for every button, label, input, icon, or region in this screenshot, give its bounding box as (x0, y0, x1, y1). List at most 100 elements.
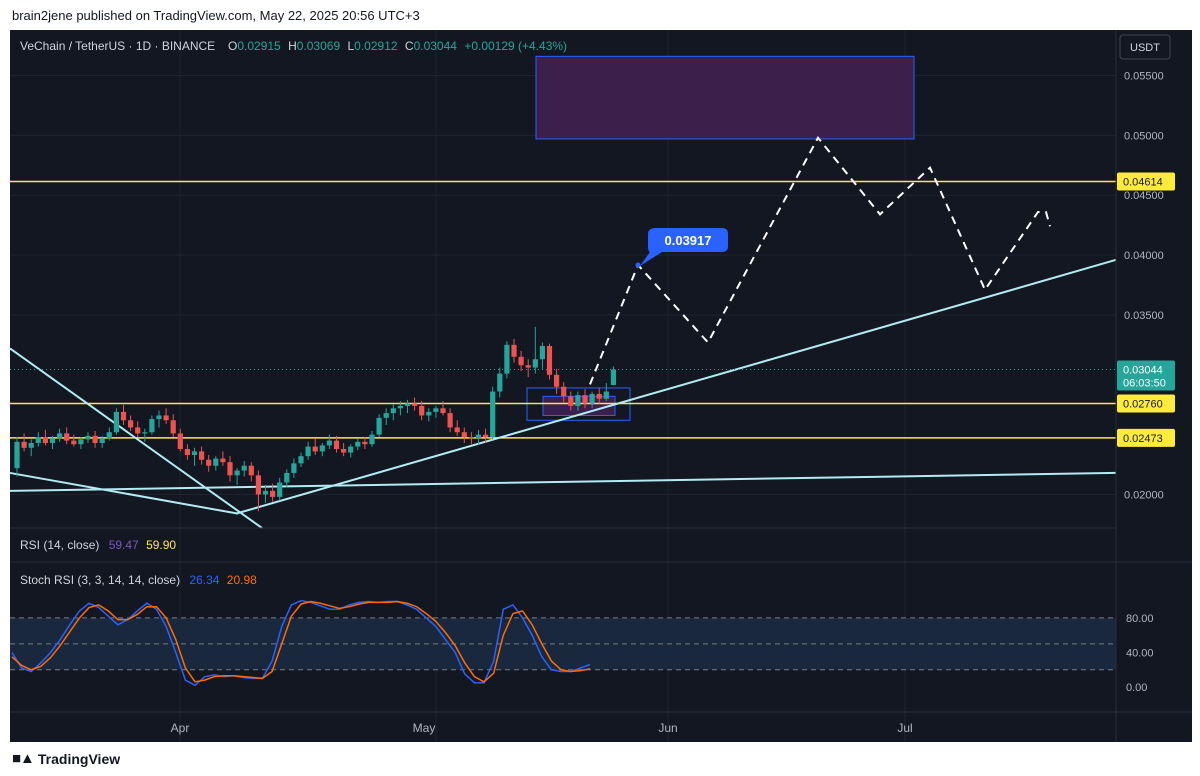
candle-body (348, 446, 354, 453)
candle-body (191, 451, 198, 455)
candle-body (42, 437, 48, 444)
candle-body (227, 462, 233, 476)
time-axis-label: May (413, 721, 436, 735)
price-axis: 0.05500 0.05000 0.04500 0.04000 0.03500 0.020… (10, 30, 1175, 742)
candle-body (326, 440, 332, 446)
rsi-legend: RSI (14, close) 59.47 59.90 (20, 538, 176, 552)
candle-body (383, 413, 389, 418)
candle-body (511, 344, 517, 357)
currency-badge-text: USDT (1130, 42, 1160, 54)
price-tick-label: 0.03500 (1124, 310, 1164, 322)
candle-body (128, 420, 134, 428)
candle-body (220, 458, 226, 463)
price-tick-label: 0.04500 (1124, 190, 1164, 202)
price-tick-label: 0.05500 (1124, 70, 1164, 82)
candle-body (333, 440, 340, 449)
candle-body (610, 369, 616, 385)
candle-body (149, 419, 155, 433)
stoch-tick-label: 0.00 (1126, 682, 1147, 694)
published-header: brain2jene published on TradingView.com,… (12, 8, 420, 23)
candle-body (163, 415, 169, 421)
stoch-legend: Stoch RSI (3, 3, 14, 14, close) 26.34 20… (20, 573, 257, 587)
candle-body (106, 432, 112, 439)
candle-body (539, 346, 545, 360)
candle-body (433, 408, 439, 412)
trendlines (9, 258, 1117, 529)
candle-body (120, 411, 127, 421)
price-tick-label: 0.02000 (1124, 489, 1164, 501)
target-zone (535, 55, 915, 140)
candle-body (447, 413, 453, 428)
stoch-k-line (11, 599, 591, 687)
candle-body (518, 356, 524, 366)
stoch-d-line (11, 600, 591, 683)
long-support-line (9, 471, 1117, 492)
ascending-trendline (235, 258, 1117, 515)
price-tick-label: 0.04000 (1124, 250, 1164, 262)
candle-body (85, 435, 91, 440)
level-2-label-bg (1117, 394, 1175, 413)
candle-body (298, 456, 304, 464)
current-price-label: 0.03044 (1123, 365, 1163, 377)
annotation-label: 0.03917 (665, 233, 712, 248)
candles-layer (14, 326, 616, 512)
level-1-label: 0.04614 (1123, 177, 1163, 189)
candle-body (475, 434, 482, 439)
candle-body (57, 433, 63, 439)
candle-body (255, 475, 261, 495)
candle-body (35, 437, 41, 444)
time-axis: Apr May Jun Jul (10, 711, 1192, 735)
projected-path-layer (589, 135, 1051, 385)
level-2-label: 0.02760 (1123, 399, 1163, 411)
candle-body (596, 393, 602, 399)
tradingview-logo-icon: ■▲ (12, 750, 35, 767)
descending-trendline (9, 347, 263, 529)
lower-wedge-line (9, 471, 239, 515)
candle-body (525, 365, 531, 368)
candle-body (468, 437, 474, 439)
price-tick-label: 0.05000 (1124, 130, 1164, 142)
candle-body (71, 440, 77, 445)
candle-body (554, 374, 560, 387)
candle-body (291, 463, 297, 473)
candle-body (575, 395, 581, 406)
candle-body (504, 344, 510, 374)
candle-body (206, 459, 212, 466)
time-axis-label: Jun (658, 721, 677, 735)
legend-ohlc: O0.02915 H0.03069 L0.02912 C0.03044 +0.0… (228, 39, 567, 53)
annotation-bubble (640, 228, 728, 266)
time-axis-label: Jul (897, 721, 912, 735)
candle-body (589, 393, 595, 404)
candle-body (426, 411, 432, 416)
candle-body (64, 433, 70, 441)
candle-body (305, 446, 311, 457)
level-1-label-bg (1117, 172, 1175, 191)
candle-body (497, 373, 503, 392)
candle-body (135, 427, 141, 434)
candle-body (277, 482, 283, 497)
candle-body (14, 441, 20, 469)
level-3-label: 0.02473 (1123, 433, 1163, 445)
candle-body (490, 391, 496, 438)
candle-body (376, 417, 382, 435)
candle-body (440, 408, 446, 414)
tradingview-brand-text: TradingView (37, 750, 121, 767)
stoch-rsi-pane: 80.00 40.00 0.00 (10, 599, 1154, 694)
currency-badge[interactable] (1119, 34, 1171, 60)
candle-body (355, 441, 361, 447)
candle-body (412, 403, 418, 406)
candle-body (546, 346, 553, 375)
candle-body (419, 405, 425, 416)
candle-body (99, 438, 105, 444)
annotation-callout[interactable]: 0.03917 (640, 228, 728, 266)
candle-body (397, 405, 403, 409)
legend-title: VeChain / TetherUS · 1D · BINANCE (20, 39, 215, 53)
candle-body (390, 408, 396, 414)
candle-body (142, 432, 148, 434)
candle-body (28, 443, 34, 448)
stoch-tick-label: 80.00 (1126, 613, 1154, 625)
candle-body (341, 448, 347, 453)
candle-body (312, 446, 318, 452)
candle-body (199, 451, 205, 460)
